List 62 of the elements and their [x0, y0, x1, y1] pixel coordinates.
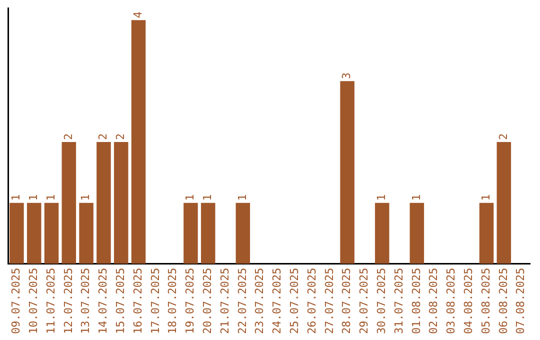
x-tick-label: 05.08.2025: [479, 268, 492, 334]
bar: [96, 142, 111, 264]
bar: [62, 142, 76, 264]
bar: [496, 142, 512, 264]
x-tick-label: 13.07.2025: [79, 268, 92, 334]
bar: [10, 202, 24, 264]
data-label: 1: [44, 194, 58, 201]
x-tick-label: 15.07.2025: [114, 268, 127, 334]
bar: [184, 202, 198, 264]
data-label: 1: [200, 194, 214, 201]
x-tick-label: 11.07.2025: [44, 268, 58, 334]
x-tick-label: 12.07.2025: [62, 268, 75, 334]
data-label: 1: [410, 194, 423, 201]
x-tick-label: 07.08.2025: [514, 268, 528, 334]
bar: [79, 202, 94, 264]
x-tick-label: 28.07.2025: [340, 268, 354, 334]
x-tick-label: 21.07.2025: [218, 268, 232, 334]
bar: [374, 202, 390, 264]
data-label: 3: [340, 72, 354, 80]
x-tick-label: 19.07.2025: [184, 268, 197, 334]
x-tick-label: 16.07.2025: [131, 268, 144, 334]
x-tick-label: 25.07.2025: [288, 268, 301, 334]
data-label: 4: [131, 11, 144, 18]
x-tick-label: 23.07.2025: [253, 268, 266, 334]
bar: [131, 20, 146, 264]
data-label: 1: [10, 194, 23, 201]
data-label: 1: [374, 194, 388, 201]
x-tick-label: 02.08.2025: [427, 268, 440, 334]
x-tick-label: 30.07.2025: [374, 268, 388, 334]
data-label: 1: [479, 194, 492, 201]
x-tick-label: 14.07.2025: [96, 268, 110, 334]
data-label: 2: [114, 133, 127, 140]
x-tick-label: 01.08.2025: [410, 268, 423, 334]
x-tick-label: 22.07.2025: [236, 268, 249, 334]
x-tick-label: 20.07.2025: [200, 268, 214, 334]
data-label: 1: [184, 194, 197, 201]
x-tick-label: 06.08.2025: [496, 268, 510, 334]
x-tick-label: 04.08.2025: [462, 268, 475, 334]
bar: [114, 142, 128, 264]
bar: [479, 202, 494, 264]
data-label: 2: [62, 133, 75, 140]
bar: [26, 202, 42, 264]
x-tick-label: 17.07.2025: [148, 268, 162, 334]
bar: [410, 202, 424, 264]
data-label: 1: [236, 194, 249, 201]
bar: [44, 202, 59, 264]
x-tick-label: 27.07.2025: [322, 268, 336, 334]
x-tick-label: 10.07.2025: [26, 268, 40, 334]
bar: [236, 202, 250, 264]
x-tick-label: 29.07.2025: [358, 268, 371, 334]
x-tick-label: 24.07.2025: [270, 268, 284, 334]
bar: [200, 202, 216, 264]
bar: [340, 81, 354, 264]
x-tick-label: 18.07.2025: [166, 268, 180, 334]
data-label: 2: [496, 133, 510, 140]
x-tick-label: 26.07.2025: [305, 268, 318, 334]
data-label: 1: [26, 194, 40, 201]
data-label: 2: [96, 133, 110, 140]
data-label: 1: [79, 194, 92, 201]
x-tick-label: 09.07.2025: [10, 268, 23, 334]
x-tick-label: 03.08.2025: [444, 268, 458, 334]
x-tick-label: 31.07.2025: [392, 268, 406, 334]
